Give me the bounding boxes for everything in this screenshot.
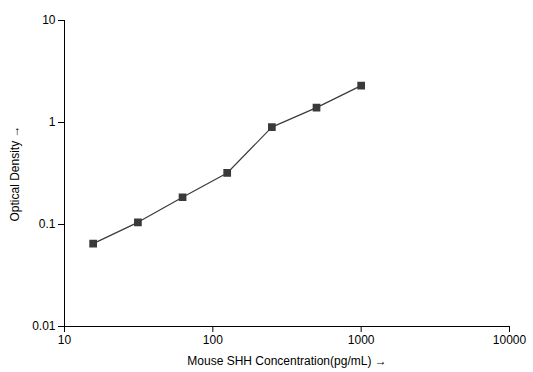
svg-text:1000: 1000 [348,333,375,347]
svg-text:0.1: 0.1 [39,217,56,231]
svg-text:1: 1 [49,115,56,129]
svg-text:Optical Density →: Optical Density → [8,125,22,221]
svg-text:10: 10 [42,13,56,27]
svg-text:100: 100 [203,333,223,347]
svg-text:10: 10 [58,333,72,347]
svg-text:0.01: 0.01 [32,319,56,333]
svg-text:10000: 10000 [493,333,527,347]
svg-text:Mouse SHH Concentration(pg/mL): Mouse SHH Concentration(pg/mL) → [187,354,386,368]
